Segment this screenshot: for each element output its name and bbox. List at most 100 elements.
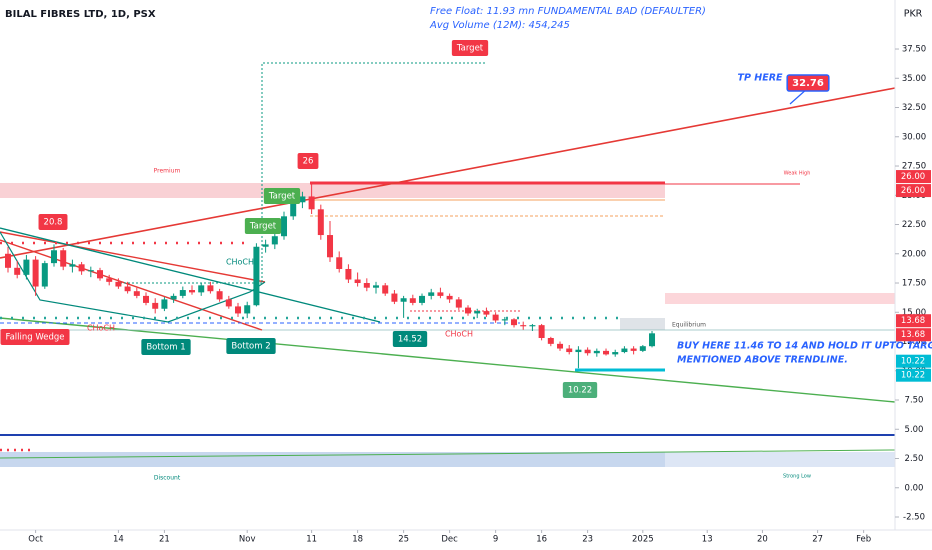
label-box-bg <box>562 382 598 398</box>
candle-body <box>400 298 407 302</box>
x-tick-label: 18 <box>352 535 363 545</box>
candle-body <box>547 338 554 344</box>
candle-body <box>115 281 122 287</box>
annotation: Discount <box>154 475 181 482</box>
candle-body <box>612 352 619 355</box>
candle-body <box>41 263 48 287</box>
label-box: Falling Wedge <box>0 329 70 345</box>
candle-body <box>133 291 140 296</box>
y-tick-label: 22.50 <box>902 220 926 230</box>
annotation-text: Equilibrium <box>672 322 706 329</box>
y-tick-label: -2.50 <box>903 513 925 523</box>
x-tick-label: 27 <box>812 535 823 545</box>
candle-body <box>244 305 251 314</box>
annotation: Strong Low <box>783 474 811 480</box>
x-tick-label: Nov <box>239 535 256 545</box>
annotation-text: Target <box>456 44 484 54</box>
annotation: CHoCH <box>445 330 473 339</box>
annotation-text: Free Float: 11.93 mn FUNDAMENTAL BAD (DE… <box>430 6 706 17</box>
label-box: 32.76 <box>786 74 830 92</box>
x-tick-label: Dec <box>441 535 458 545</box>
label-box: 26 <box>297 153 319 169</box>
x-tick-label: 14 <box>113 535 124 545</box>
annotation: CHoCH <box>226 258 254 267</box>
annotation-text: 14.52 <box>398 335 422 345</box>
candle-body <box>455 299 462 308</box>
candle-body <box>179 290 186 296</box>
annotation: TP HERE <box>738 73 784 84</box>
candle-body <box>419 295 426 303</box>
annotation-text: Bottom 1 <box>146 343 185 353</box>
candles <box>5 183 656 369</box>
x-tick-label: 11 <box>306 535 317 545</box>
candle-body <box>97 270 104 279</box>
annotation-text: Target <box>268 192 296 202</box>
x-tick-label: 23 <box>582 535 593 545</box>
candle-body <box>290 202 297 217</box>
candle-body <box>308 196 315 210</box>
candle-body <box>87 270 94 272</box>
x-tick-label: 25 <box>398 535 409 545</box>
price-badge-label: 26.00 <box>901 186 925 196</box>
candle-body <box>492 314 499 321</box>
annotation: CHoCH <box>87 324 115 333</box>
x-tick-label: 21 <box>159 535 170 545</box>
candle-body <box>198 285 205 293</box>
label-box: 10.22 <box>562 382 598 398</box>
candle-body <box>253 246 260 306</box>
candle-body <box>235 306 242 314</box>
label-box: Target <box>244 218 282 234</box>
label-box-bg <box>226 338 276 354</box>
annotation-text: 10.22 <box>568 386 592 396</box>
price-badge <box>896 314 931 328</box>
x-tick-label: 9 <box>493 535 498 545</box>
candle-body <box>317 209 324 236</box>
price-badge-label: 13.68 <box>901 330 925 340</box>
candle-body <box>345 268 352 280</box>
label-box-bg <box>244 218 282 234</box>
label-box-bg <box>392 331 428 347</box>
annotation-text: CHoCH <box>445 330 473 339</box>
candle-body <box>225 299 232 307</box>
price-badge <box>896 368 931 382</box>
candle-body <box>207 285 214 292</box>
label-box-bg <box>0 329 70 345</box>
candle-body <box>584 349 591 354</box>
annotation-text: Strong Low <box>783 474 811 480</box>
wedge-line <box>0 227 381 323</box>
candle-body <box>391 293 398 302</box>
y-tick-label: 2.50 <box>905 454 924 464</box>
annotation-text: Bottom 2 <box>231 342 270 352</box>
price-badge <box>896 354 931 368</box>
annotation-text: MENTIONED ABOVE TRENDLINE. <box>677 355 848 366</box>
annotation-text: BUY HERE 11.46 TO 14 AND HOLD IT UPTO TA… <box>677 341 932 352</box>
label-box: Target <box>263 188 301 204</box>
candle-body <box>32 259 39 287</box>
y-tick-label: 32.50 <box>902 103 926 113</box>
drawings <box>0 0 932 531</box>
candle-body <box>593 350 600 354</box>
annotation-text: TP HERE <box>738 73 784 84</box>
wedge-line <box>0 231 266 283</box>
candle-body <box>630 348 637 351</box>
label-box: 14.52 <box>392 331 428 347</box>
annotation: Weak High <box>784 171 811 177</box>
supply-zone <box>665 293 895 304</box>
candle-body <box>483 311 490 315</box>
candle-body <box>446 295 453 300</box>
y-tick-label: 7.50 <box>905 396 924 406</box>
price-badge <box>896 184 931 198</box>
candle-body <box>382 285 389 294</box>
y-tick-label: 5.00 <box>905 425 924 435</box>
y-tick-label: 0.00 <box>905 483 924 493</box>
candle-body <box>354 279 361 284</box>
discount-zone <box>0 452 665 467</box>
candle-body <box>106 278 113 282</box>
x-tick-label: 20 <box>757 535 768 545</box>
candle-body <box>621 348 628 353</box>
price-badge-label: 10.22 <box>901 357 925 367</box>
candle-body <box>161 299 168 309</box>
equilibrium-zone <box>620 318 665 330</box>
y-tick-label: 37.50 <box>902 45 926 55</box>
